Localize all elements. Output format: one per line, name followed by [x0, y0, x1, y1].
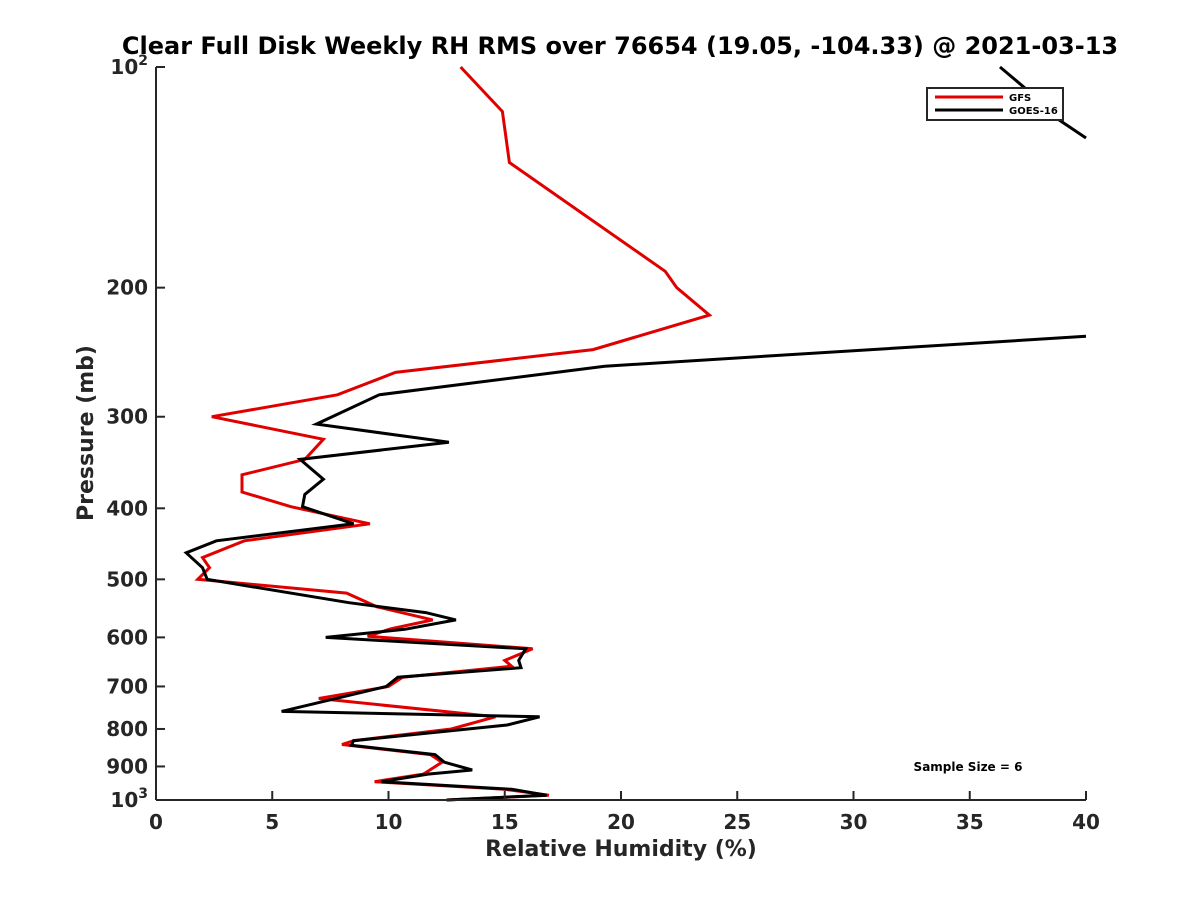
legend: GFS GOES-16 — [926, 87, 1064, 121]
x-axis-ticks: 0 5 10 15 20 25 30 35 40 — [149, 791, 1100, 834]
x-tick-label: 30 — [840, 810, 868, 834]
x-axis-label: Relative Humidity (%) — [485, 837, 757, 862]
y-tick-label: 300 — [106, 405, 148, 429]
y-axis-ticks: 102 200 300 400 500 600 700 800 900 103 — [106, 53, 165, 812]
y-tick-label: 900 — [106, 754, 148, 778]
y-tick-label: 500 — [106, 567, 148, 591]
y-tick-label: 600 — [106, 625, 148, 649]
y-tick-label: 400 — [106, 496, 148, 520]
y-tick-label: 800 — [106, 717, 148, 741]
x-tick-label: 25 — [723, 810, 751, 834]
y-tick-label: 102 — [110, 53, 148, 79]
x-tick-label: 35 — [956, 810, 984, 834]
legend-label-gfs: GFS — [1009, 93, 1031, 104]
sample-size-annotation: Sample Size = 6 — [914, 760, 1023, 774]
x-tick-label: 0 — [149, 810, 163, 834]
series-line-goes-16 — [183, 334, 1087, 802]
plot-background — [156, 67, 1086, 800]
legend-label-goes-16: GOES-16 — [1009, 106, 1058, 117]
chart-title: Clear Full Disk Weekly RH RMS over 76654… — [122, 32, 1118, 60]
x-tick-label: 40 — [1072, 810, 1100, 834]
x-tick-label: 20 — [607, 810, 635, 834]
x-tick-label: 15 — [491, 810, 519, 834]
legend-box — [926, 87, 1064, 121]
plot-area: 0 5 10 15 20 25 30 35 40 102 200 300 400 500 600 700 80… — [106, 53, 1100, 834]
y-tick-label: 200 — [106, 276, 148, 300]
y-tick-label: 103 — [110, 786, 148, 812]
x-tick-label: 5 — [265, 810, 279, 834]
x-tick-label: 10 — [375, 810, 403, 834]
y-tick-label: 700 — [106, 674, 148, 698]
y-axis-label: Pressure (mb) — [74, 345, 99, 521]
